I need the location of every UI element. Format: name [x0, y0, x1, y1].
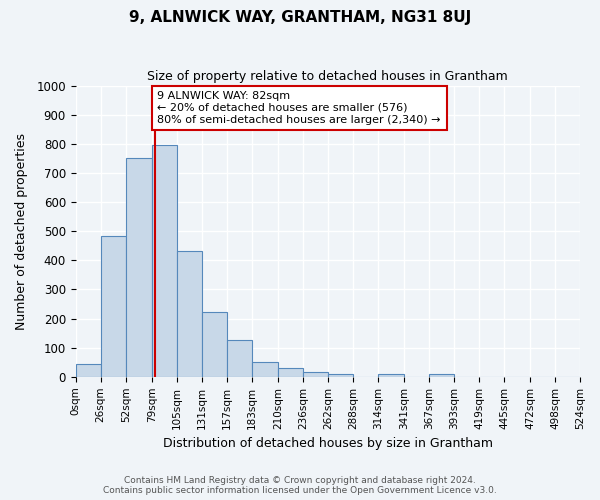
Bar — [177, 250, 202, 377]
Text: 9 ALNWICK WAY: 82sqm
← 20% of detached houses are smaller (576)
80% of semi-deta: 9 ALNWICK WAY: 82sqm ← 20% of detached h… — [157, 92, 441, 124]
Bar — [328, 374, 353, 377]
X-axis label: Distribution of detached houses by size in Grantham: Distribution of detached houses by size … — [163, 437, 493, 450]
Bar — [429, 374, 454, 377]
Bar — [152, 146, 177, 377]
Bar — [76, 364, 101, 377]
Text: 9, ALNWICK WAY, GRANTHAM, NG31 8UJ: 9, ALNWICK WAY, GRANTHAM, NG31 8UJ — [129, 10, 471, 25]
Bar — [126, 158, 152, 377]
Bar — [227, 340, 252, 377]
Bar — [202, 312, 227, 377]
Title: Size of property relative to detached houses in Grantham: Size of property relative to detached ho… — [148, 70, 508, 83]
Y-axis label: Number of detached properties: Number of detached properties — [15, 132, 28, 330]
Bar — [303, 372, 328, 377]
Text: Contains HM Land Registry data © Crown copyright and database right 2024.
Contai: Contains HM Land Registry data © Crown c… — [103, 476, 497, 495]
Bar — [278, 368, 303, 377]
Bar — [378, 374, 404, 377]
Bar — [101, 236, 126, 377]
Bar — [252, 362, 278, 377]
